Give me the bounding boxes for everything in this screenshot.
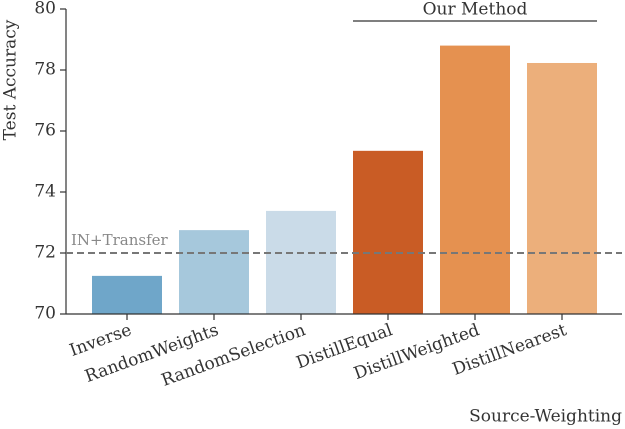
group-label: Our Method (423, 0, 528, 20)
x-axis-label: Source-Weighting (469, 407, 622, 427)
bar (92, 275, 162, 314)
bar (179, 230, 249, 314)
y-tick-label: 76 (34, 121, 56, 141)
y-tick-label: 78 (34, 60, 56, 80)
x-tick-label: RandomSelection (159, 320, 308, 391)
y-axis-label: Test Accuracy (1, 19, 21, 140)
reference-label: IN+Transfer (71, 231, 169, 249)
y-tick-label: 80 (34, 0, 56, 19)
y-tick-label: 74 (34, 182, 56, 202)
y-tick-label: 70 (34, 304, 56, 324)
bar (266, 210, 336, 314)
bar (527, 62, 597, 314)
y-tick-label: 72 (34, 243, 56, 263)
bar (440, 45, 510, 314)
bar (353, 150, 423, 314)
